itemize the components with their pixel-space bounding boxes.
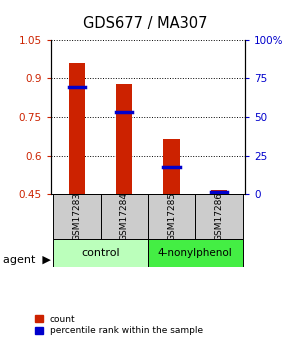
Text: GSM17284: GSM17284 [120,192,129,241]
Text: 4-nonylphenol: 4-nonylphenol [158,248,233,258]
Bar [195,195,243,239]
Bar [148,239,243,267]
Text: control: control [81,248,120,258]
Text: agent  ▶: agent ▶ [3,256,51,265]
Bar [211,190,227,195]
Bar [101,195,148,239]
Text: GSM17285: GSM17285 [167,192,176,241]
Bar [163,139,180,195]
Text: GDS677 / MA307: GDS677 / MA307 [83,16,207,31]
Bar [68,63,85,195]
Text: GSM17283: GSM17283 [72,192,81,241]
Bar [116,84,133,195]
Legend: count, percentile rank within the sample: count, percentile rank within the sample [34,313,205,337]
Bar [53,195,101,239]
Bar [53,239,148,267]
Bar [148,195,195,239]
Text: GSM17286: GSM17286 [215,192,224,241]
